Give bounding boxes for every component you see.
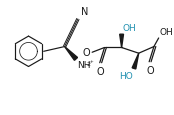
Text: O: O — [146, 65, 154, 75]
Text: ⁺: ⁺ — [90, 60, 94, 66]
Polygon shape — [120, 35, 124, 48]
Text: OH: OH — [122, 24, 136, 33]
Polygon shape — [132, 54, 139, 69]
Text: O: O — [83, 48, 90, 58]
Text: NH: NH — [77, 60, 90, 69]
Text: O: O — [97, 66, 105, 76]
Text: HO: HO — [119, 72, 133, 80]
Text: 2: 2 — [86, 62, 90, 67]
Polygon shape — [65, 47, 78, 61]
Text: N: N — [81, 7, 88, 17]
Text: OH: OH — [160, 28, 173, 37]
